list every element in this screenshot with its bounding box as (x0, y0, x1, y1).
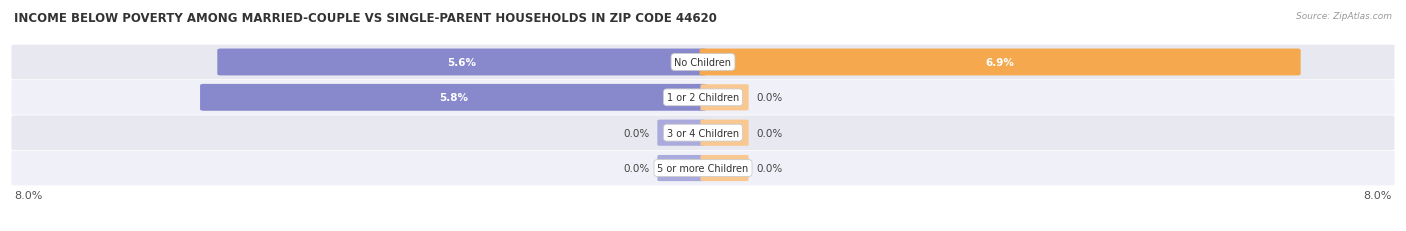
FancyBboxPatch shape (11, 116, 1395, 150)
FancyBboxPatch shape (11, 151, 1395, 185)
FancyBboxPatch shape (658, 120, 706, 146)
FancyBboxPatch shape (700, 85, 748, 111)
Text: 3 or 4 Children: 3 or 4 Children (666, 128, 740, 138)
Text: 0.0%: 0.0% (623, 163, 650, 173)
Text: No Children: No Children (675, 58, 731, 68)
Text: 8.0%: 8.0% (14, 190, 42, 200)
Text: 5.8%: 5.8% (439, 93, 468, 103)
Text: 0.0%: 0.0% (756, 163, 783, 173)
FancyBboxPatch shape (200, 85, 706, 111)
Text: 5.6%: 5.6% (447, 58, 477, 68)
FancyBboxPatch shape (700, 120, 748, 146)
FancyBboxPatch shape (700, 155, 748, 181)
Text: INCOME BELOW POVERTY AMONG MARRIED-COUPLE VS SINGLE-PARENT HOUSEHOLDS IN ZIP COD: INCOME BELOW POVERTY AMONG MARRIED-COUPL… (14, 12, 717, 24)
Text: 0.0%: 0.0% (623, 128, 650, 138)
Text: 0.0%: 0.0% (756, 93, 783, 103)
Text: 6.9%: 6.9% (986, 58, 1015, 68)
Text: 8.0%: 8.0% (1364, 190, 1392, 200)
FancyBboxPatch shape (700, 49, 1301, 76)
FancyBboxPatch shape (218, 49, 706, 76)
FancyBboxPatch shape (658, 155, 706, 181)
Text: 1 or 2 Children: 1 or 2 Children (666, 93, 740, 103)
FancyBboxPatch shape (11, 46, 1395, 80)
FancyBboxPatch shape (11, 81, 1395, 115)
Text: 0.0%: 0.0% (756, 128, 783, 138)
Text: Source: ZipAtlas.com: Source: ZipAtlas.com (1296, 12, 1392, 21)
Text: 5 or more Children: 5 or more Children (658, 163, 748, 173)
